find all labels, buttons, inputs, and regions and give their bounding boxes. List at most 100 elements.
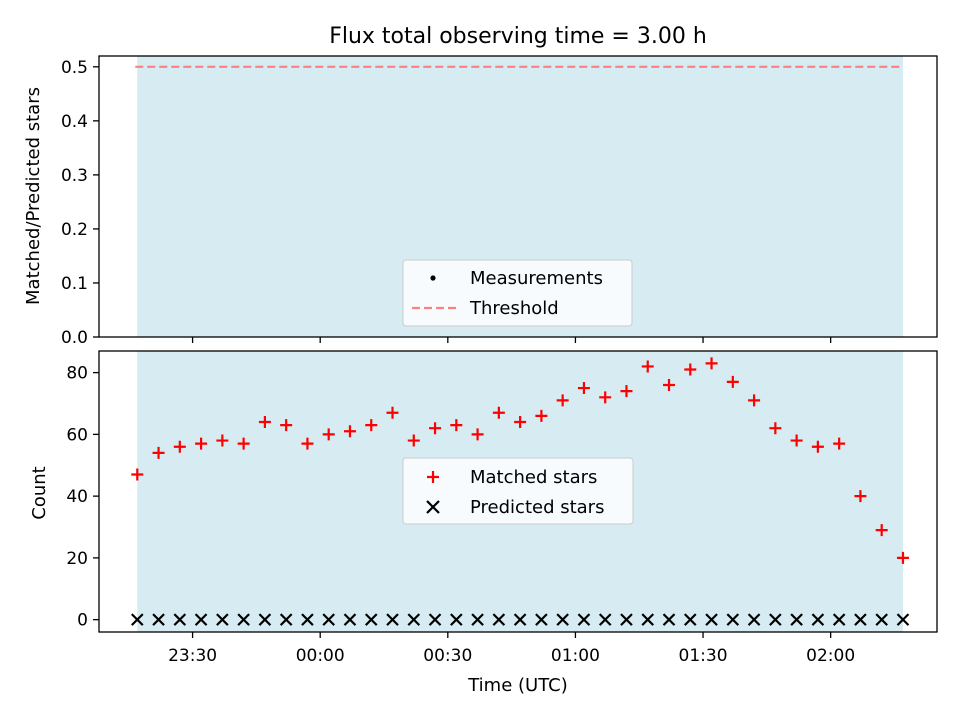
predicted-star-point	[194, 613, 208, 626]
x-axis-label: Time (UTC)	[467, 675, 568, 696]
matched-star-point	[748, 394, 761, 407]
matched-star-point	[854, 490, 867, 503]
matched-star-point	[152, 446, 165, 459]
matched-star-point	[769, 422, 782, 435]
predicted-star-point	[450, 613, 463, 626]
matched-star-point	[875, 524, 888, 537]
matched-star-point	[429, 422, 442, 435]
top-y-tick-label: 0.3	[61, 166, 88, 186]
top-panel: 0.0 0.1 0.2 0.3 0.4 0.5 Matched/Predicted sta…	[23, 55, 938, 348]
predicted-star-point	[620, 613, 633, 626]
matched-star-point	[195, 437, 208, 450]
bottom-x-tick-label: 00:30	[423, 646, 472, 666]
predicted-star-point	[684, 613, 697, 626]
bottom-x-tick-label: 01:30	[679, 646, 728, 666]
legend-measurements-label: Measurements	[470, 268, 603, 289]
bottom-y-axis: 0 20 40 60 80	[66, 364, 99, 631]
top-x-ticks	[191, 337, 832, 343]
predicted-star-point	[875, 613, 888, 626]
predicted-star-point	[301, 613, 314, 626]
predicted-star-point	[705, 613, 718, 626]
predicted-star-point	[662, 613, 676, 626]
top-axes-frame	[98, 55, 938, 338]
predicted-star-point	[258, 613, 272, 626]
bottom-panel: 0 20 40 60 80 23:30 00:00 00:30 01:00 01:30 02:00…	[29, 350, 938, 696]
chart-title: Flux total observing time = 3.00 h	[329, 24, 707, 49]
predicted-star-point	[216, 613, 229, 626]
matched-star-point	[407, 434, 420, 447]
bottom-y-axis-label: Count	[29, 466, 50, 519]
bottom-y-tick-label: 60	[66, 425, 88, 445]
matched-star-point	[577, 382, 590, 395]
matched-star-point	[684, 363, 697, 376]
matched-star-point	[386, 406, 399, 419]
matched-star-point	[811, 440, 824, 453]
bottom-legend: Matched stars Predicted stars	[402, 457, 634, 525]
matched-star-point	[535, 409, 548, 422]
predicted-star-point	[726, 613, 740, 626]
predicted-star-point	[811, 613, 825, 626]
matched-star-point	[343, 425, 356, 438]
matched-star-point	[365, 419, 378, 432]
predicted-star-point	[131, 613, 144, 626]
matched-star-point	[471, 428, 484, 441]
predicted-star-point	[322, 613, 335, 626]
predicted-star-point	[428, 613, 442, 626]
matched-star-point	[833, 437, 846, 450]
matched-star-point	[663, 378, 676, 391]
predicted-star-point	[556, 613, 569, 626]
legend-threshold-label: Threshold	[469, 298, 559, 319]
predicted-star-point	[386, 613, 399, 626]
legend-matched-marker	[427, 471, 439, 483]
bottom-x-tick-label: 23:30	[168, 646, 217, 666]
matched-star-point	[492, 406, 505, 419]
matched-star-point	[322, 428, 335, 441]
top-y-tick-label: 0.4	[61, 112, 88, 132]
matched-star-point	[556, 394, 569, 407]
bottom-y-tick-label: 40	[66, 487, 88, 507]
top-y-tick-label: 0.0	[61, 328, 88, 348]
predicted-star-point	[641, 613, 655, 626]
top-legend-box	[402, 259, 633, 327]
matched-stars-series	[131, 357, 909, 564]
predicted-star-point	[747, 613, 761, 626]
predicted-star-point	[279, 613, 293, 626]
legend-predicted-marker	[426, 500, 440, 514]
matched-star-point	[216, 434, 229, 447]
predicted-star-point	[364, 613, 378, 626]
bottom-axes-frame	[98, 350, 938, 633]
bottom-y-tick-label: 0	[77, 611, 88, 631]
matched-star-point	[726, 375, 739, 388]
matched-star-point	[131, 468, 144, 481]
matched-star-point	[237, 437, 250, 450]
predicted-star-point	[769, 613, 782, 626]
bottom-x-tick-label: 00:00	[296, 646, 345, 666]
bottom-x-axis: 23:30 00:00 00:30 01:00 01:30 02:00	[168, 632, 855, 666]
legend-predicted-label: Predicted stars	[470, 497, 604, 518]
predicted-star-point	[492, 613, 506, 626]
matched-star-point	[896, 551, 909, 564]
predicted-star-point	[896, 613, 910, 626]
predicted-star-point	[237, 613, 250, 626]
bottom-legend-box	[402, 457, 634, 525]
bottom-y-tick-label: 80	[66, 364, 88, 384]
predicted-star-point	[471, 613, 484, 626]
predicted-star-point	[407, 613, 421, 626]
matched-star-point	[790, 434, 803, 447]
bottom-x-tick-label: 02:00	[806, 646, 855, 666]
predicted-star-point	[854, 613, 867, 626]
legend-measurements-marker	[430, 275, 436, 281]
predicted-star-point	[343, 613, 357, 626]
matched-star-point	[620, 385, 633, 398]
predicted-star-point	[152, 613, 165, 626]
matched-star-point	[301, 437, 314, 450]
matched-star-point	[450, 419, 463, 432]
top-y-axis: 0.0 0.1 0.2 0.3 0.4 0.5	[61, 58, 99, 348]
matched-star-point	[258, 416, 271, 429]
top-y-axis-label: Matched/Predicted stars	[23, 87, 44, 305]
predicted-star-point	[513, 613, 527, 626]
matched-star-point	[705, 357, 718, 370]
predicted-star-point	[173, 613, 187, 626]
predicted-star-point	[598, 613, 612, 626]
